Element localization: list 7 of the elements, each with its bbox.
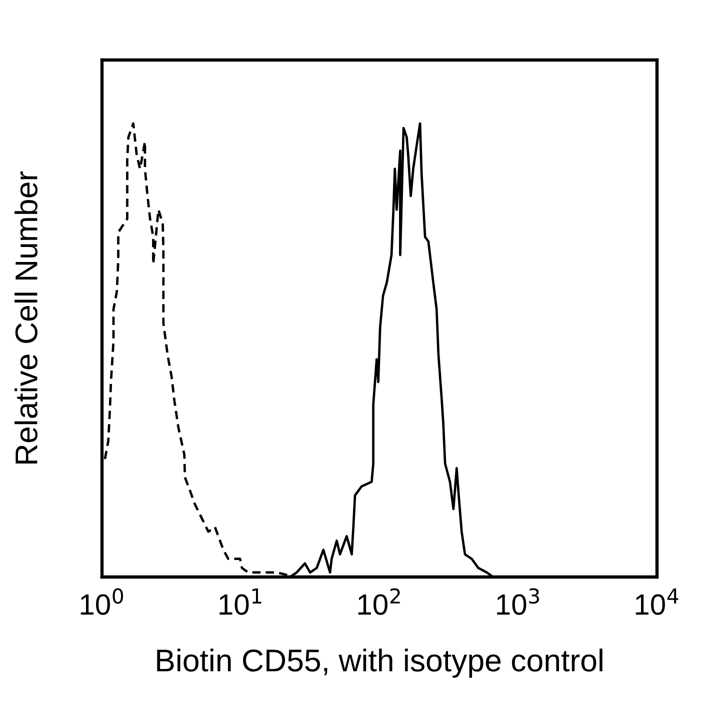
x-tick-label: 10$^{2}$ xyxy=(358,588,400,615)
x-tick-label: 10$^{0}$ xyxy=(80,588,124,615)
x-tick-label: 10$^{1}$ xyxy=(220,588,262,615)
x-tick-label: 10$^{4}$ xyxy=(636,588,678,615)
x-axis-title: Biotin CD55, with isotype control xyxy=(157,648,602,678)
y-axis-title: Relative Cell Number xyxy=(14,171,38,464)
x-tick-label: 10$^{3}$ xyxy=(497,588,539,615)
